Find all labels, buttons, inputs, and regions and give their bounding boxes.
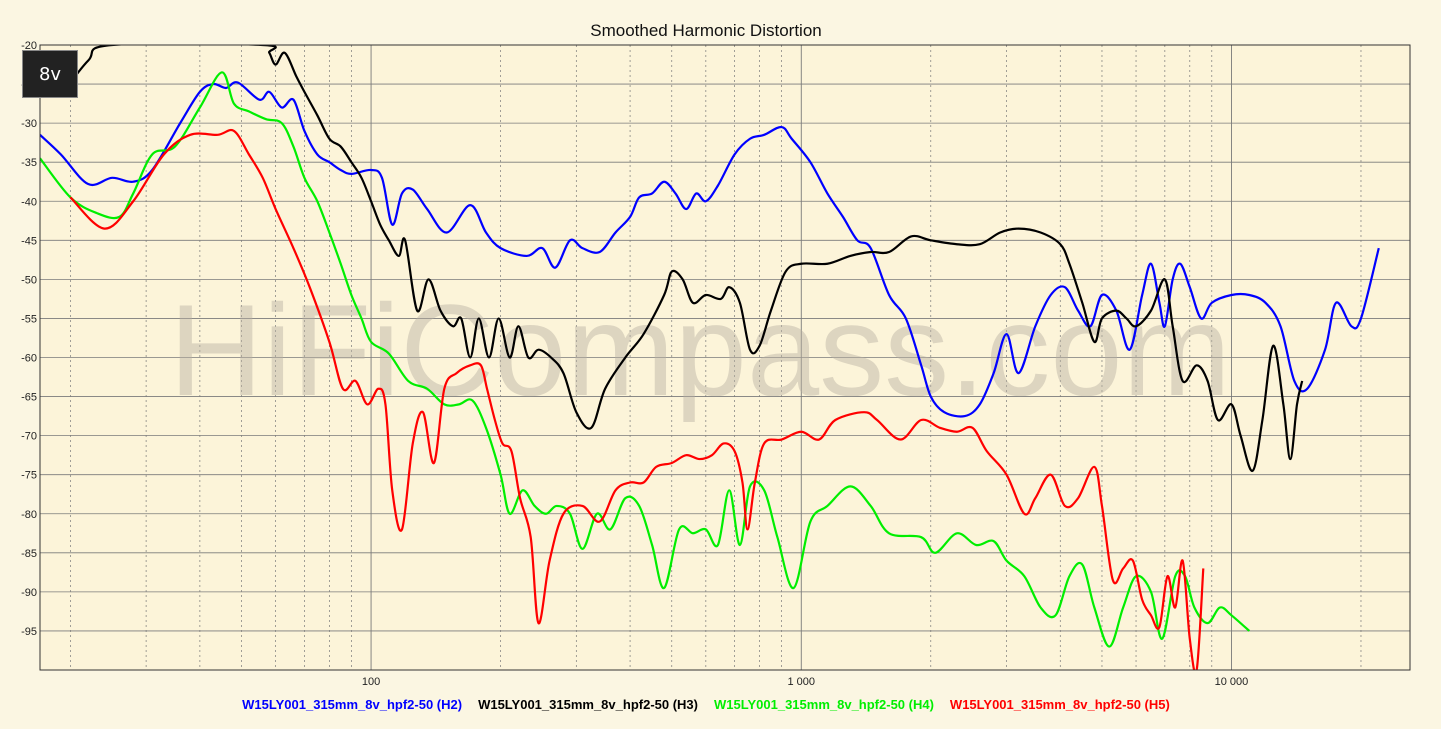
y-tick-label: -45 bbox=[21, 235, 37, 247]
y-tick-label: -35 bbox=[21, 157, 37, 169]
y-tick-label: -80 bbox=[21, 509, 37, 521]
y-tick-label: -95 bbox=[21, 626, 37, 638]
legend-entry: W15LY001_315mm_8v_hpf2-50 (H2) bbox=[242, 697, 462, 712]
series-line-h4 bbox=[40, 71, 1251, 648]
series-lines bbox=[40, 45, 1380, 670]
voltage-badge: 8v bbox=[22, 50, 78, 98]
legend-entry: W15LY001_315mm_8v_hpf2-50 (H5) bbox=[950, 697, 1170, 712]
y-tick-label: -55 bbox=[21, 313, 37, 325]
watermark: HiFiCompass.com bbox=[169, 277, 1231, 423]
legend-entry: W15LY001_315mm_8v_hpf2-50 (H3) bbox=[478, 697, 698, 712]
y-tick-label: -50 bbox=[21, 274, 37, 286]
series-line-h3 bbox=[59, 45, 1304, 472]
y-tick-label: -70 bbox=[21, 431, 37, 443]
plot-frame bbox=[39, 44, 1411, 671]
y-tick-label: -90 bbox=[21, 587, 37, 599]
legend-entry: W15LY001_315mm_8v_hpf2-50 (H4) bbox=[714, 697, 934, 712]
y-tick-label: -85 bbox=[21, 548, 37, 560]
y-tick-label: -30 bbox=[21, 118, 37, 130]
y-tick-label: -60 bbox=[21, 353, 37, 365]
x-tick-label: 100 bbox=[362, 676, 380, 688]
x-tick-label: 1 000 bbox=[788, 676, 816, 688]
chart-title: Smoothed Harmonic Distortion bbox=[590, 21, 821, 40]
x-tick-label: 10 000 bbox=[1215, 676, 1249, 688]
y-tick-label: -75 bbox=[21, 470, 37, 482]
series-line-h5 bbox=[69, 128, 1205, 670]
chart-legend: W15LY001_315mm_8v_hpf2-50 (H2) W15LY001_3… bbox=[242, 697, 1170, 712]
y-tick-label: -40 bbox=[21, 196, 37, 208]
x-tick-labels: 100 1 000 10 000 bbox=[362, 676, 1248, 688]
y-tick-label: -20 bbox=[21, 40, 37, 52]
y-tick-label: -65 bbox=[21, 392, 37, 404]
